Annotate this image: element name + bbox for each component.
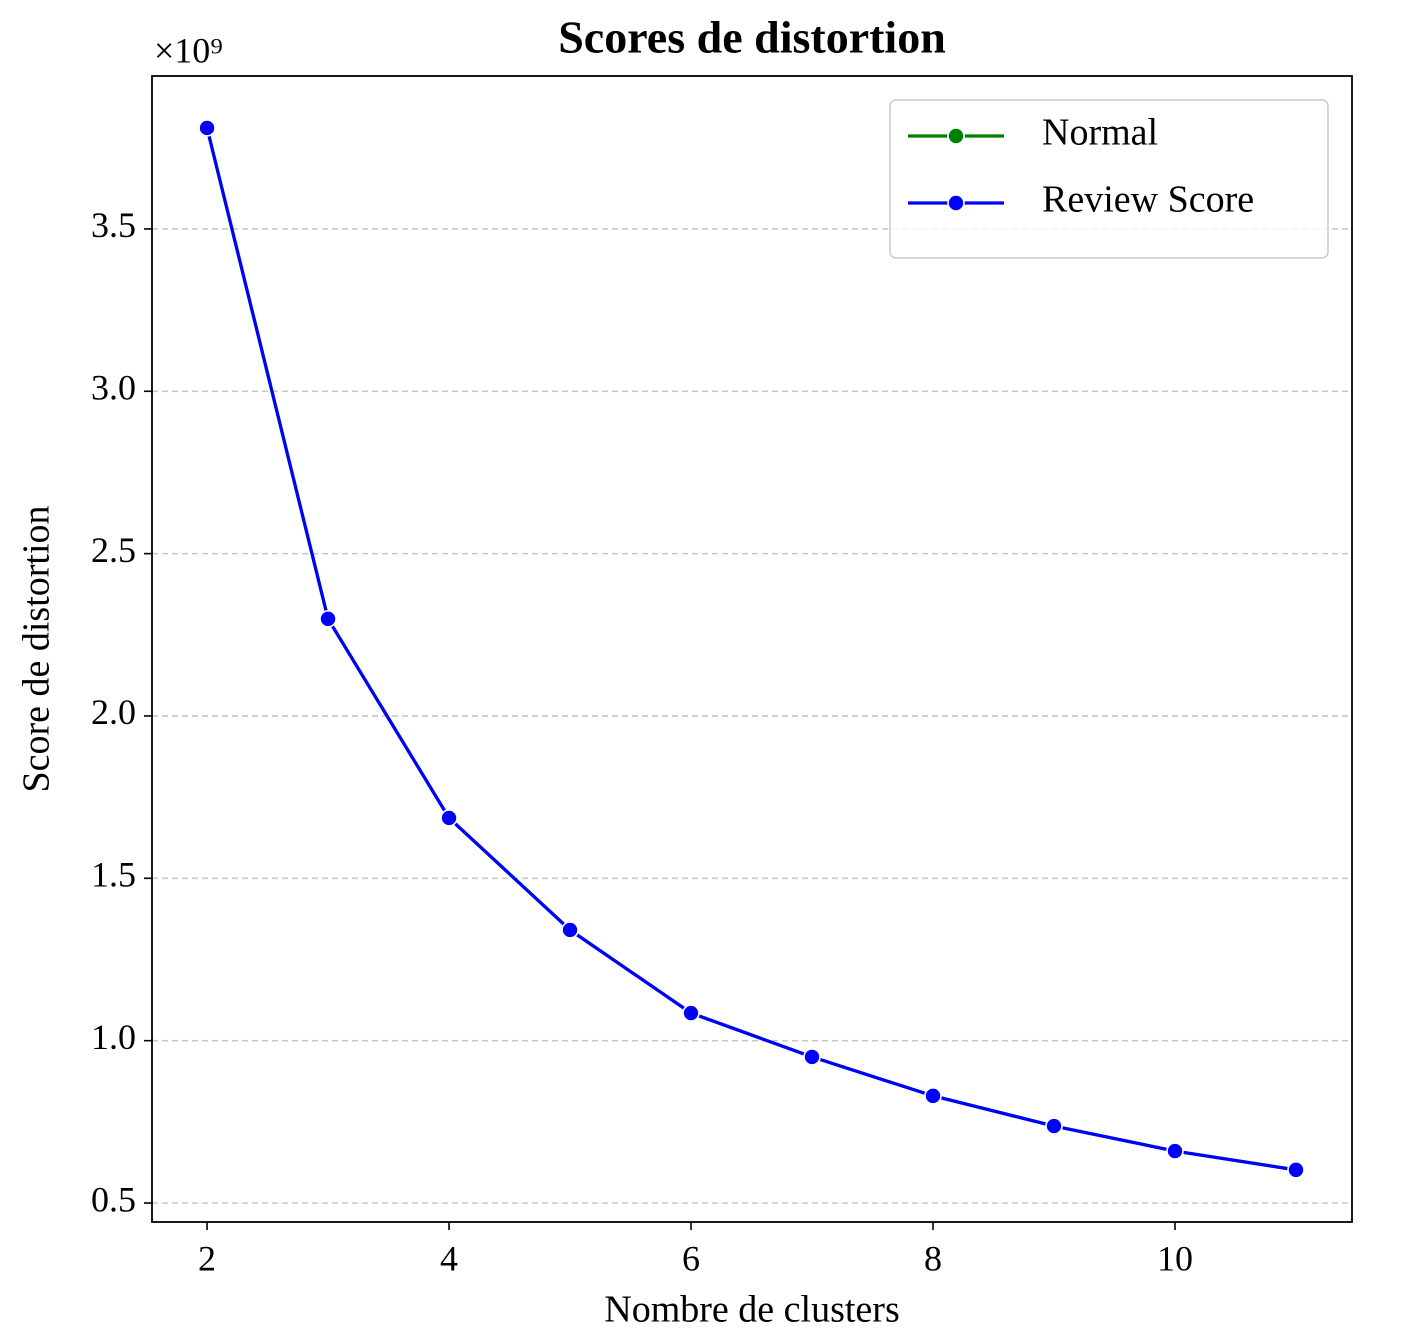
y-tick-label: 2.0 xyxy=(91,692,136,732)
y-tick-label: 1.0 xyxy=(91,1017,136,1057)
marker xyxy=(319,610,337,628)
legend-marker xyxy=(947,194,965,212)
y-axis-label: Score de distortion xyxy=(16,505,58,792)
x-tick-label: 10 xyxy=(1157,1238,1193,1278)
legend-marker xyxy=(947,127,965,145)
plot-frame xyxy=(151,75,1353,1223)
x-axis-label: Nombre de clusters xyxy=(604,1289,899,1331)
x-tick-label: 4 xyxy=(440,1238,458,1278)
marker xyxy=(924,1087,942,1105)
y-tick-label: 0.5 xyxy=(91,1179,136,1219)
x-tick-label: 2 xyxy=(198,1238,216,1278)
marker xyxy=(803,1048,821,1066)
marker xyxy=(1166,1142,1184,1160)
line xyxy=(205,127,1297,1172)
legend: Normal Review Score xyxy=(889,99,1329,259)
y-tick-label: 3.5 xyxy=(91,205,136,245)
y-tick-label: 2.5 xyxy=(91,530,136,570)
line xyxy=(205,127,1297,1172)
marker xyxy=(682,1004,700,1022)
marker xyxy=(440,809,458,827)
legend-label: Normal xyxy=(1042,112,1158,154)
marker xyxy=(1045,1117,1063,1135)
y-offset-label: ×10⁹ xyxy=(154,30,223,70)
y-tick-label: 3.0 xyxy=(91,368,136,408)
x-tick-label: 6 xyxy=(682,1238,700,1278)
marker xyxy=(561,921,579,939)
marker xyxy=(198,119,216,137)
legend-label: Review Score xyxy=(1042,179,1254,221)
chart-title: Scores de distortion xyxy=(558,12,946,63)
x-tick-label: 8 xyxy=(924,1238,942,1278)
legend-box xyxy=(889,99,1329,259)
marker xyxy=(1287,1161,1305,1179)
y-tick-label: 1.5 xyxy=(91,855,136,895)
